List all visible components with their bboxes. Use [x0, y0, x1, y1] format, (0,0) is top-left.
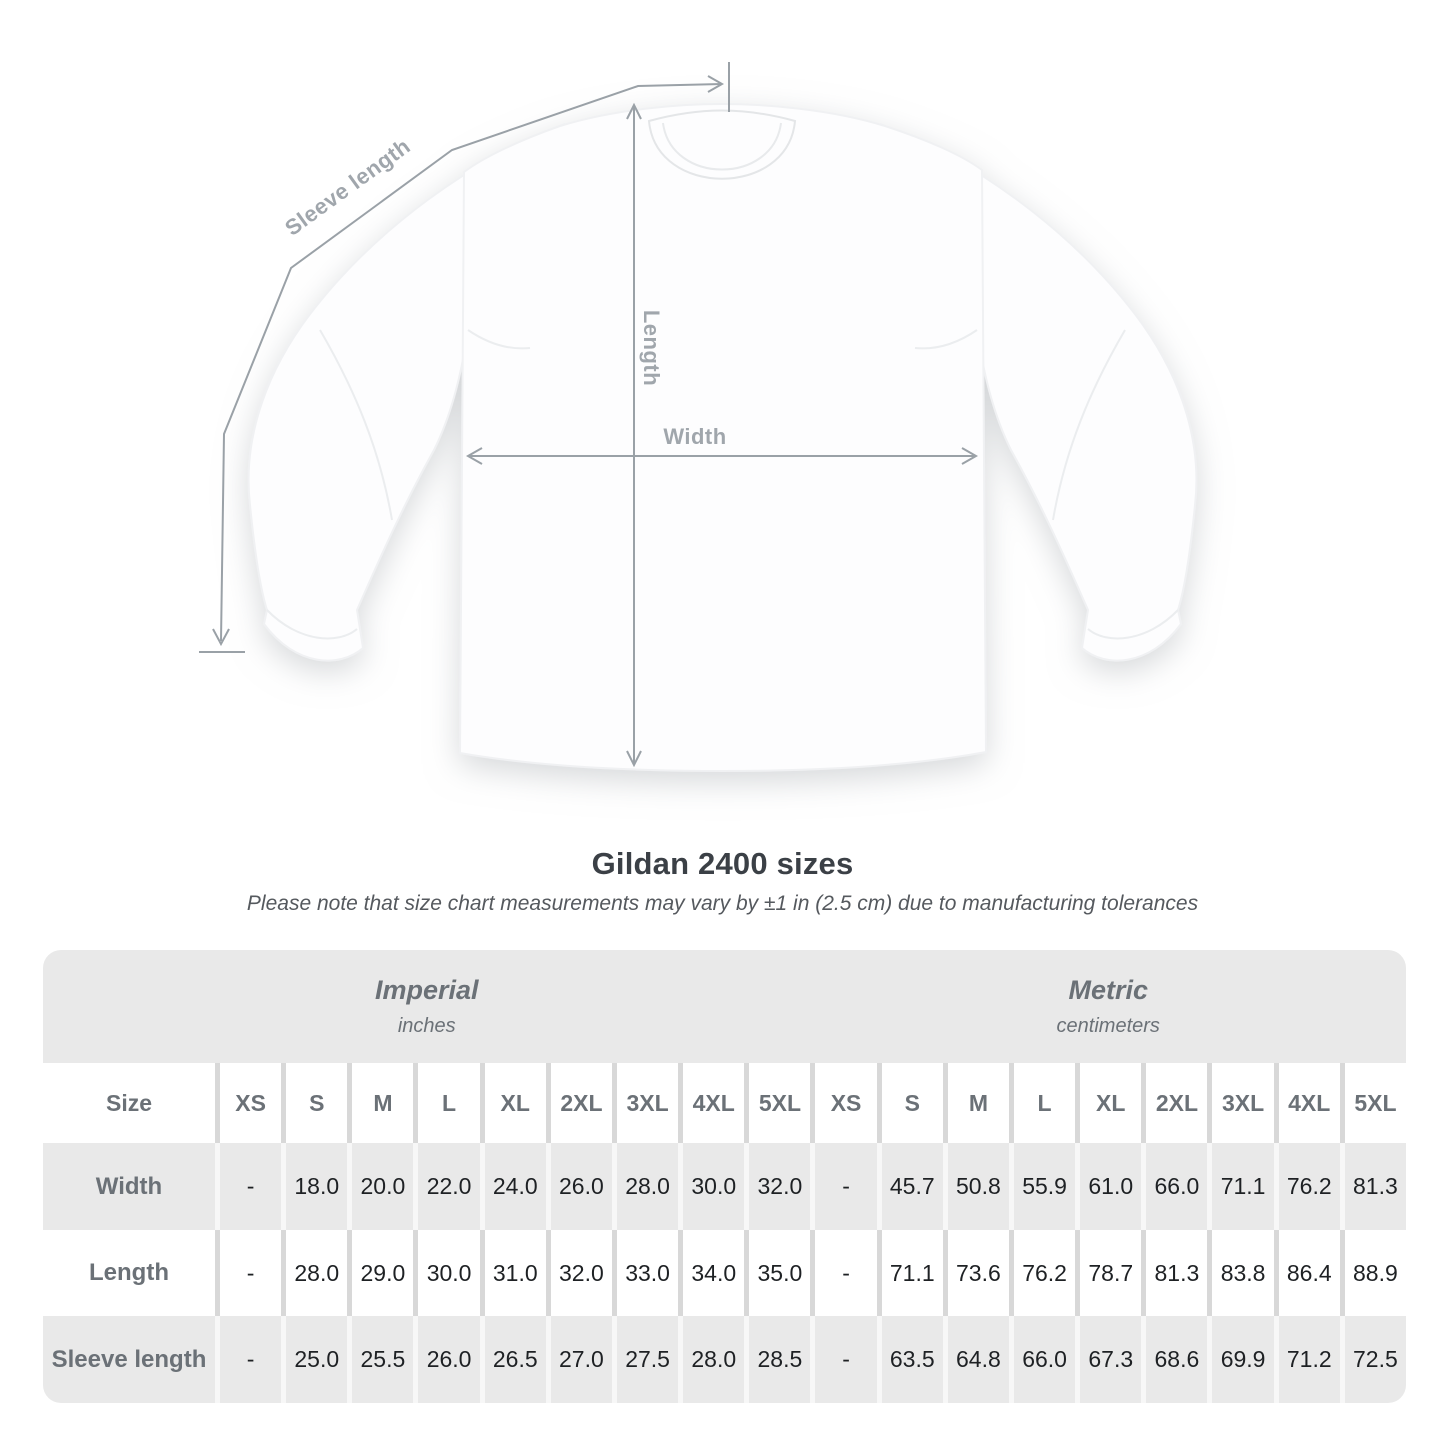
size-header-metric-5xl: 5XL — [1339, 1063, 1406, 1143]
measurement-lines — [199, 62, 979, 768]
table-cell-imperial: - — [215, 1316, 282, 1403]
size-header-metric-3xl: 3XL — [1207, 1063, 1274, 1143]
table-cell-metric: 72.5 — [1339, 1316, 1406, 1403]
size-header-metric-l: L — [1008, 1063, 1076, 1143]
table-cell-imperial: 18.0 — [281, 1143, 348, 1230]
table-cell-metric: 64.8 — [942, 1316, 1009, 1403]
table-cell-imperial: 28.5 — [744, 1316, 811, 1403]
table-cell-imperial: 26.0 — [545, 1143, 612, 1230]
size-table: Imperial inches Metric centimeters Size X… — [43, 950, 1406, 1403]
page-title: Gildan 2400 sizes — [591, 846, 854, 881]
table-cell-imperial: - — [215, 1230, 282, 1316]
page-subtitle: Please note that size chart measurements… — [246, 892, 1199, 915]
metric-unit: centimeters — [1056, 1015, 1160, 1037]
size-header-imperial-l: L — [413, 1063, 480, 1143]
width-arrow — [465, 447, 979, 465]
shirt — [247, 102, 1198, 773]
table-cell-metric: 55.9 — [1008, 1143, 1076, 1230]
table-cell-imperial: 24.0 — [479, 1143, 546, 1230]
shirt-collar-inner-seam — [662, 122, 782, 171]
size-header-metric-4xl: 4XL — [1273, 1063, 1340, 1143]
table-cell-metric: 81.3 — [1141, 1230, 1208, 1316]
table-cell-metric: 83.8 — [1207, 1230, 1274, 1316]
table-cell-imperial: 28.0 — [678, 1316, 745, 1403]
shirt-collar — [647, 109, 797, 180]
metric-title: Metric — [1068, 975, 1148, 1005]
table-cell-imperial: 30.0 — [413, 1230, 480, 1316]
table-cell-metric: 76.2 — [1008, 1230, 1076, 1316]
table-cell-imperial: 28.0 — [611, 1143, 679, 1230]
sleeve-length-label: Sleeve length — [280, 133, 415, 240]
table-cell-imperial: 27.5 — [611, 1316, 679, 1403]
table-cell-metric: 78.7 — [1075, 1230, 1142, 1316]
size-column-header: Size — [43, 1063, 215, 1143]
table-cell-imperial: 28.0 — [281, 1230, 348, 1316]
size-header-metric-xs: XS — [810, 1063, 877, 1143]
shirt-illustration: Sleeve length Length Width — [199, 62, 1198, 773]
table-cell-imperial: 26.0 — [413, 1316, 480, 1403]
table-cell-metric: 45.7 — [876, 1143, 943, 1230]
size-header-imperial-xs: XS — [215, 1063, 282, 1143]
imperial-title: Imperial — [374, 975, 479, 1005]
table-cell-metric: 68.6 — [1141, 1316, 1208, 1403]
size-header-imperial-2xl: 2XL — [545, 1063, 612, 1143]
row-label-sleeve-length: Sleeve length — [43, 1316, 215, 1403]
sleeve-length-arrow — [199, 62, 730, 653]
table-cell-imperial: 30.0 — [678, 1143, 745, 1230]
table-cell-metric: 61.0 — [1075, 1143, 1142, 1230]
table-cell-metric: - — [810, 1316, 877, 1403]
table-cell-metric: 76.2 — [1273, 1143, 1340, 1230]
shirt-body — [458, 102, 988, 773]
table-cell-imperial: 34.0 — [678, 1230, 745, 1316]
table-cell-metric: 69.9 — [1207, 1316, 1274, 1403]
table-cell-imperial: 29.0 — [347, 1230, 414, 1316]
length-label: Length — [639, 310, 664, 386]
size-header-imperial-3xl: 3XL — [611, 1063, 679, 1143]
size-header-imperial-m: M — [347, 1063, 414, 1143]
size-header-metric-2xl: 2XL — [1141, 1063, 1208, 1143]
table-cell-imperial: 32.0 — [744, 1143, 811, 1230]
table-cell-metric: - — [810, 1143, 877, 1230]
size-header-metric-xl: XL — [1075, 1063, 1142, 1143]
table-cell-metric: 50.8 — [942, 1143, 1009, 1230]
table-cell-imperial: 26.5 — [479, 1316, 546, 1403]
length-arrow — [626, 102, 642, 768]
table-cell-imperial: 22.0 — [413, 1143, 480, 1230]
size-header-metric-s: S — [876, 1063, 943, 1143]
row-label-width: Width — [43, 1143, 215, 1230]
table-cell-imperial: 32.0 — [545, 1230, 612, 1316]
table-cell-imperial: 20.0 — [347, 1143, 414, 1230]
metric-header: Metric centimeters — [810, 950, 1406, 1063]
table-cell-metric: 81.3 — [1339, 1143, 1406, 1230]
table-cell-imperial: 31.0 — [479, 1230, 546, 1316]
table-cell-metric: 66.0 — [1008, 1316, 1076, 1403]
table-cell-imperial: 27.0 — [545, 1316, 612, 1403]
size-header-metric-m: M — [942, 1063, 1009, 1143]
size-header-imperial-5xl: 5XL — [744, 1063, 811, 1143]
table-cell-metric: 71.1 — [1207, 1143, 1274, 1230]
size-header-imperial-s: S — [281, 1063, 348, 1143]
table-cell-metric: 71.2 — [1273, 1316, 1340, 1403]
table-cell-metric: 88.9 — [1339, 1230, 1406, 1316]
imperial-unit: inches — [397, 1015, 456, 1037]
table-cell-imperial: 25.0 — [281, 1316, 348, 1403]
table-cell-metric: 86.4 — [1273, 1230, 1340, 1316]
table-cell-metric: 67.3 — [1075, 1316, 1142, 1403]
table-cell-imperial: - — [215, 1143, 282, 1230]
width-label: Width — [663, 424, 726, 449]
table-cell-metric: 71.1 — [876, 1230, 943, 1316]
row-label-length: Length — [43, 1230, 215, 1316]
size-header-imperial-4xl: 4XL — [678, 1063, 745, 1143]
table-cell-metric: - — [810, 1230, 877, 1316]
table-cell-imperial: 25.5 — [347, 1316, 414, 1403]
size-header-imperial-xl: XL — [479, 1063, 546, 1143]
table-cell-metric: 66.0 — [1141, 1143, 1208, 1230]
table-cell-imperial: 33.0 — [611, 1230, 679, 1316]
table-cell-metric: 63.5 — [876, 1316, 943, 1403]
table-cell-imperial: 35.0 — [744, 1230, 811, 1316]
imperial-header: Imperial inches — [43, 950, 811, 1063]
table-cell-metric: 73.6 — [942, 1230, 1009, 1316]
shirt-creases — [266, 329, 1179, 640]
